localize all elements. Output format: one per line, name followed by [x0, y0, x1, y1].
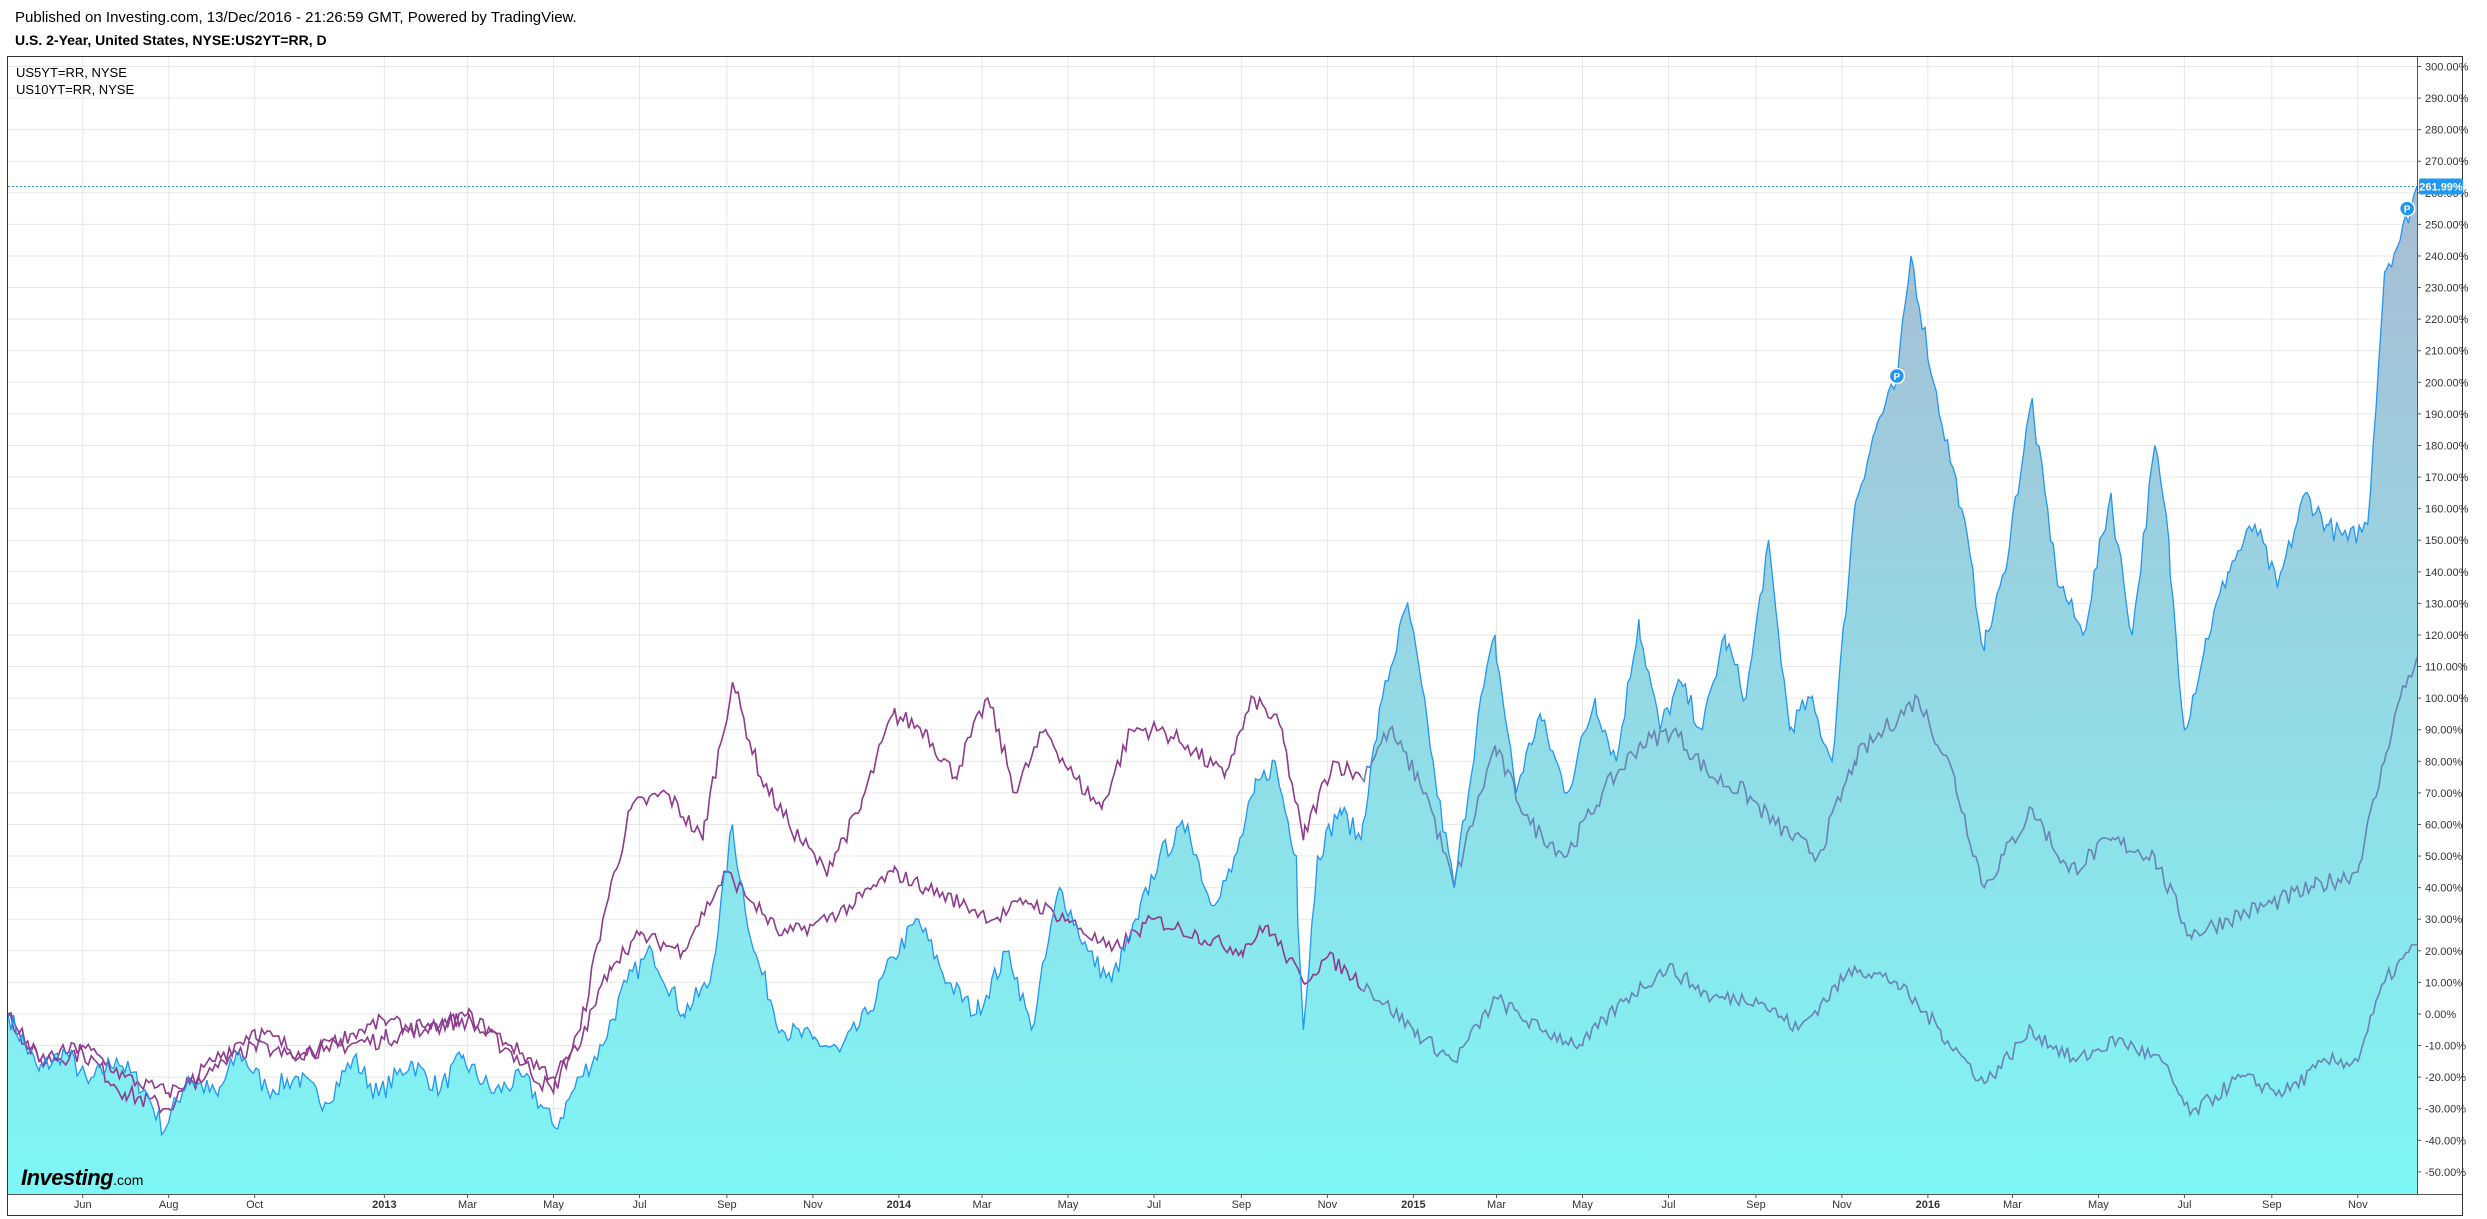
- x-tick-label: Jul: [1661, 1199, 1675, 1211]
- y-tick-label: 210.00%: [2425, 346, 2469, 358]
- x-tick-label: Jul: [632, 1199, 646, 1211]
- x-tick-label: Nov: [1832, 1199, 1852, 1211]
- x-tick-label: 2013: [372, 1199, 396, 1211]
- y-tick-label: 120.00%: [2425, 630, 2469, 642]
- y-tick-label: 170.00%: [2425, 472, 2469, 484]
- y-tick-label: 0.00%: [2425, 1009, 2456, 1021]
- x-tick-label: 2014: [887, 1199, 912, 1211]
- y-tick-label: 190.00%: [2425, 409, 2469, 421]
- legend: US5YT=RR, NYSE US10YT=RR, NYSE: [16, 65, 134, 97]
- legend-item-us10yt: US10YT=RR, NYSE: [16, 82, 134, 97]
- series-line-us5yt-line-late: [1361, 943, 2417, 1118]
- series-line-us2yt: [8, 186, 2417, 1137]
- y-tick-label: 300.00%: [2425, 61, 2469, 73]
- svg-text:Investing.com: Investing.com: [21, 1165, 143, 1190]
- x-tick-label: Aug: [159, 1199, 179, 1211]
- series-line-us10yt-line-late: [1361, 656, 2417, 941]
- y-tick-label: 290.00%: [2425, 93, 2469, 105]
- y-tick-label: 130.00%: [2425, 598, 2469, 610]
- y-tick-label: -30.00%: [2425, 1104, 2466, 1116]
- x-tick-label: 2016: [1916, 1199, 1940, 1211]
- x-tick-label: Sep: [1232, 1199, 1252, 1211]
- x-tick-label: Sep: [717, 1199, 737, 1211]
- y-tick-label: 80.00%: [2425, 756, 2463, 768]
- y-tick-label: 180.00%: [2425, 440, 2469, 452]
- x-tick-label: Jul: [1147, 1199, 1161, 1211]
- series-area-us2yt: [8, 186, 2417, 1194]
- x-tick-label: Mar: [458, 1199, 477, 1211]
- logo-main: Investing: [21, 1165, 114, 1190]
- y-tick-label: 30.00%: [2425, 914, 2463, 926]
- y-tick-label: 20.00%: [2425, 946, 2463, 958]
- y-tick-label: 240.00%: [2425, 251, 2469, 263]
- x-tick-label: Nov: [2348, 1199, 2368, 1211]
- y-tick-label: 280.00%: [2425, 125, 2469, 137]
- y-axis: 300.00%290.00%280.00%270.00%260.00%250.0…: [2417, 61, 2469, 1179]
- y-tick-label: 220.00%: [2425, 314, 2469, 326]
- x-tick-label: Jun: [74, 1199, 92, 1211]
- logo-suffix: .com: [113, 1172, 143, 1188]
- x-tick-label: May: [1572, 1199, 1593, 1211]
- event-marker-label: P: [1894, 372, 1901, 383]
- y-tick-label: 150.00%: [2425, 535, 2469, 547]
- y-tick-label: 200.00%: [2425, 377, 2469, 389]
- last-value-label: 261.99%: [2419, 182, 2463, 194]
- event-marker: [2398, 200, 2416, 217]
- event-marker-label: P: [2404, 205, 2411, 216]
- event-marker: [1888, 367, 1906, 385]
- y-tick-label: 100.00%: [2425, 693, 2469, 705]
- x-tick-label: Mar: [1487, 1199, 1506, 1211]
- x-tick-label: May: [1058, 1199, 1079, 1211]
- y-tick-label: 10.00%: [2425, 977, 2463, 989]
- y-tick-label: 50.00%: [2425, 851, 2463, 863]
- x-tick-label: Oct: [246, 1199, 263, 1211]
- y-tick-label: 250.00%: [2425, 219, 2469, 231]
- x-tick-label: Mar: [2003, 1199, 2022, 1211]
- y-tick-label: 160.00%: [2425, 504, 2469, 516]
- x-tick-label: Nov: [1318, 1199, 1338, 1211]
- x-tick-label: May: [543, 1199, 564, 1211]
- y-tick-label: 270.00%: [2425, 156, 2469, 168]
- x-tick-label: Sep: [2262, 1199, 2282, 1211]
- header: Published on Investing.com, 13/Dec/2016 …: [15, 8, 577, 50]
- y-tick-label: -10.00%: [2425, 1041, 2466, 1053]
- x-axis: Jun Aug Oct 2013 Mar May Jul Sep Nov 2014 Mar May Ju…: [74, 1194, 2368, 1211]
- y-tick-label: 40.00%: [2425, 883, 2463, 895]
- y-tick-label: 110.00%: [2425, 662, 2468, 674]
- y-tick-label: -50.00%: [2425, 1167, 2466, 1179]
- series-line-us5yt-line-early: [8, 864, 1362, 1098]
- x-tick-label: Jul: [2177, 1199, 2191, 1211]
- x-tick-label: Sep: [1746, 1199, 1766, 1211]
- published-line: Published on Investing.com, 13/Dec/2016 …: [15, 9, 577, 26]
- y-tick-label: 70.00%: [2425, 788, 2463, 800]
- x-tick-label: Nov: [803, 1199, 823, 1211]
- overlay: 261.99% P P: [8, 178, 2463, 385]
- series-line-us5yt: [8, 864, 2417, 1118]
- legend-item-us5yt: US5YT=RR, NYSE: [16, 65, 127, 80]
- chart-frame: [7, 56, 2463, 1216]
- y-tick-label: 90.00%: [2425, 725, 2463, 737]
- x-tick-label: Mar: [973, 1199, 992, 1211]
- chart-title: U.S. 2-Year, United States, NYSE:US2YT=R…: [15, 32, 327, 48]
- y-tick-label: 140.00%: [2425, 567, 2469, 579]
- investing-logo: Investing.com: [21, 1165, 143, 1190]
- x-tick-label: 2015: [1401, 1199, 1425, 1211]
- y-tick-label: 230.00%: [2425, 283, 2469, 295]
- y-tick-label: -40.00%: [2425, 1135, 2466, 1147]
- y-tick-label: -20.00%: [2425, 1072, 2466, 1084]
- y-tick-label: 60.00%: [2425, 819, 2463, 831]
- x-tick-label: May: [2088, 1199, 2109, 1211]
- series-layer: [8, 186, 2417, 1194]
- last-value-badge: [2419, 178, 2463, 195]
